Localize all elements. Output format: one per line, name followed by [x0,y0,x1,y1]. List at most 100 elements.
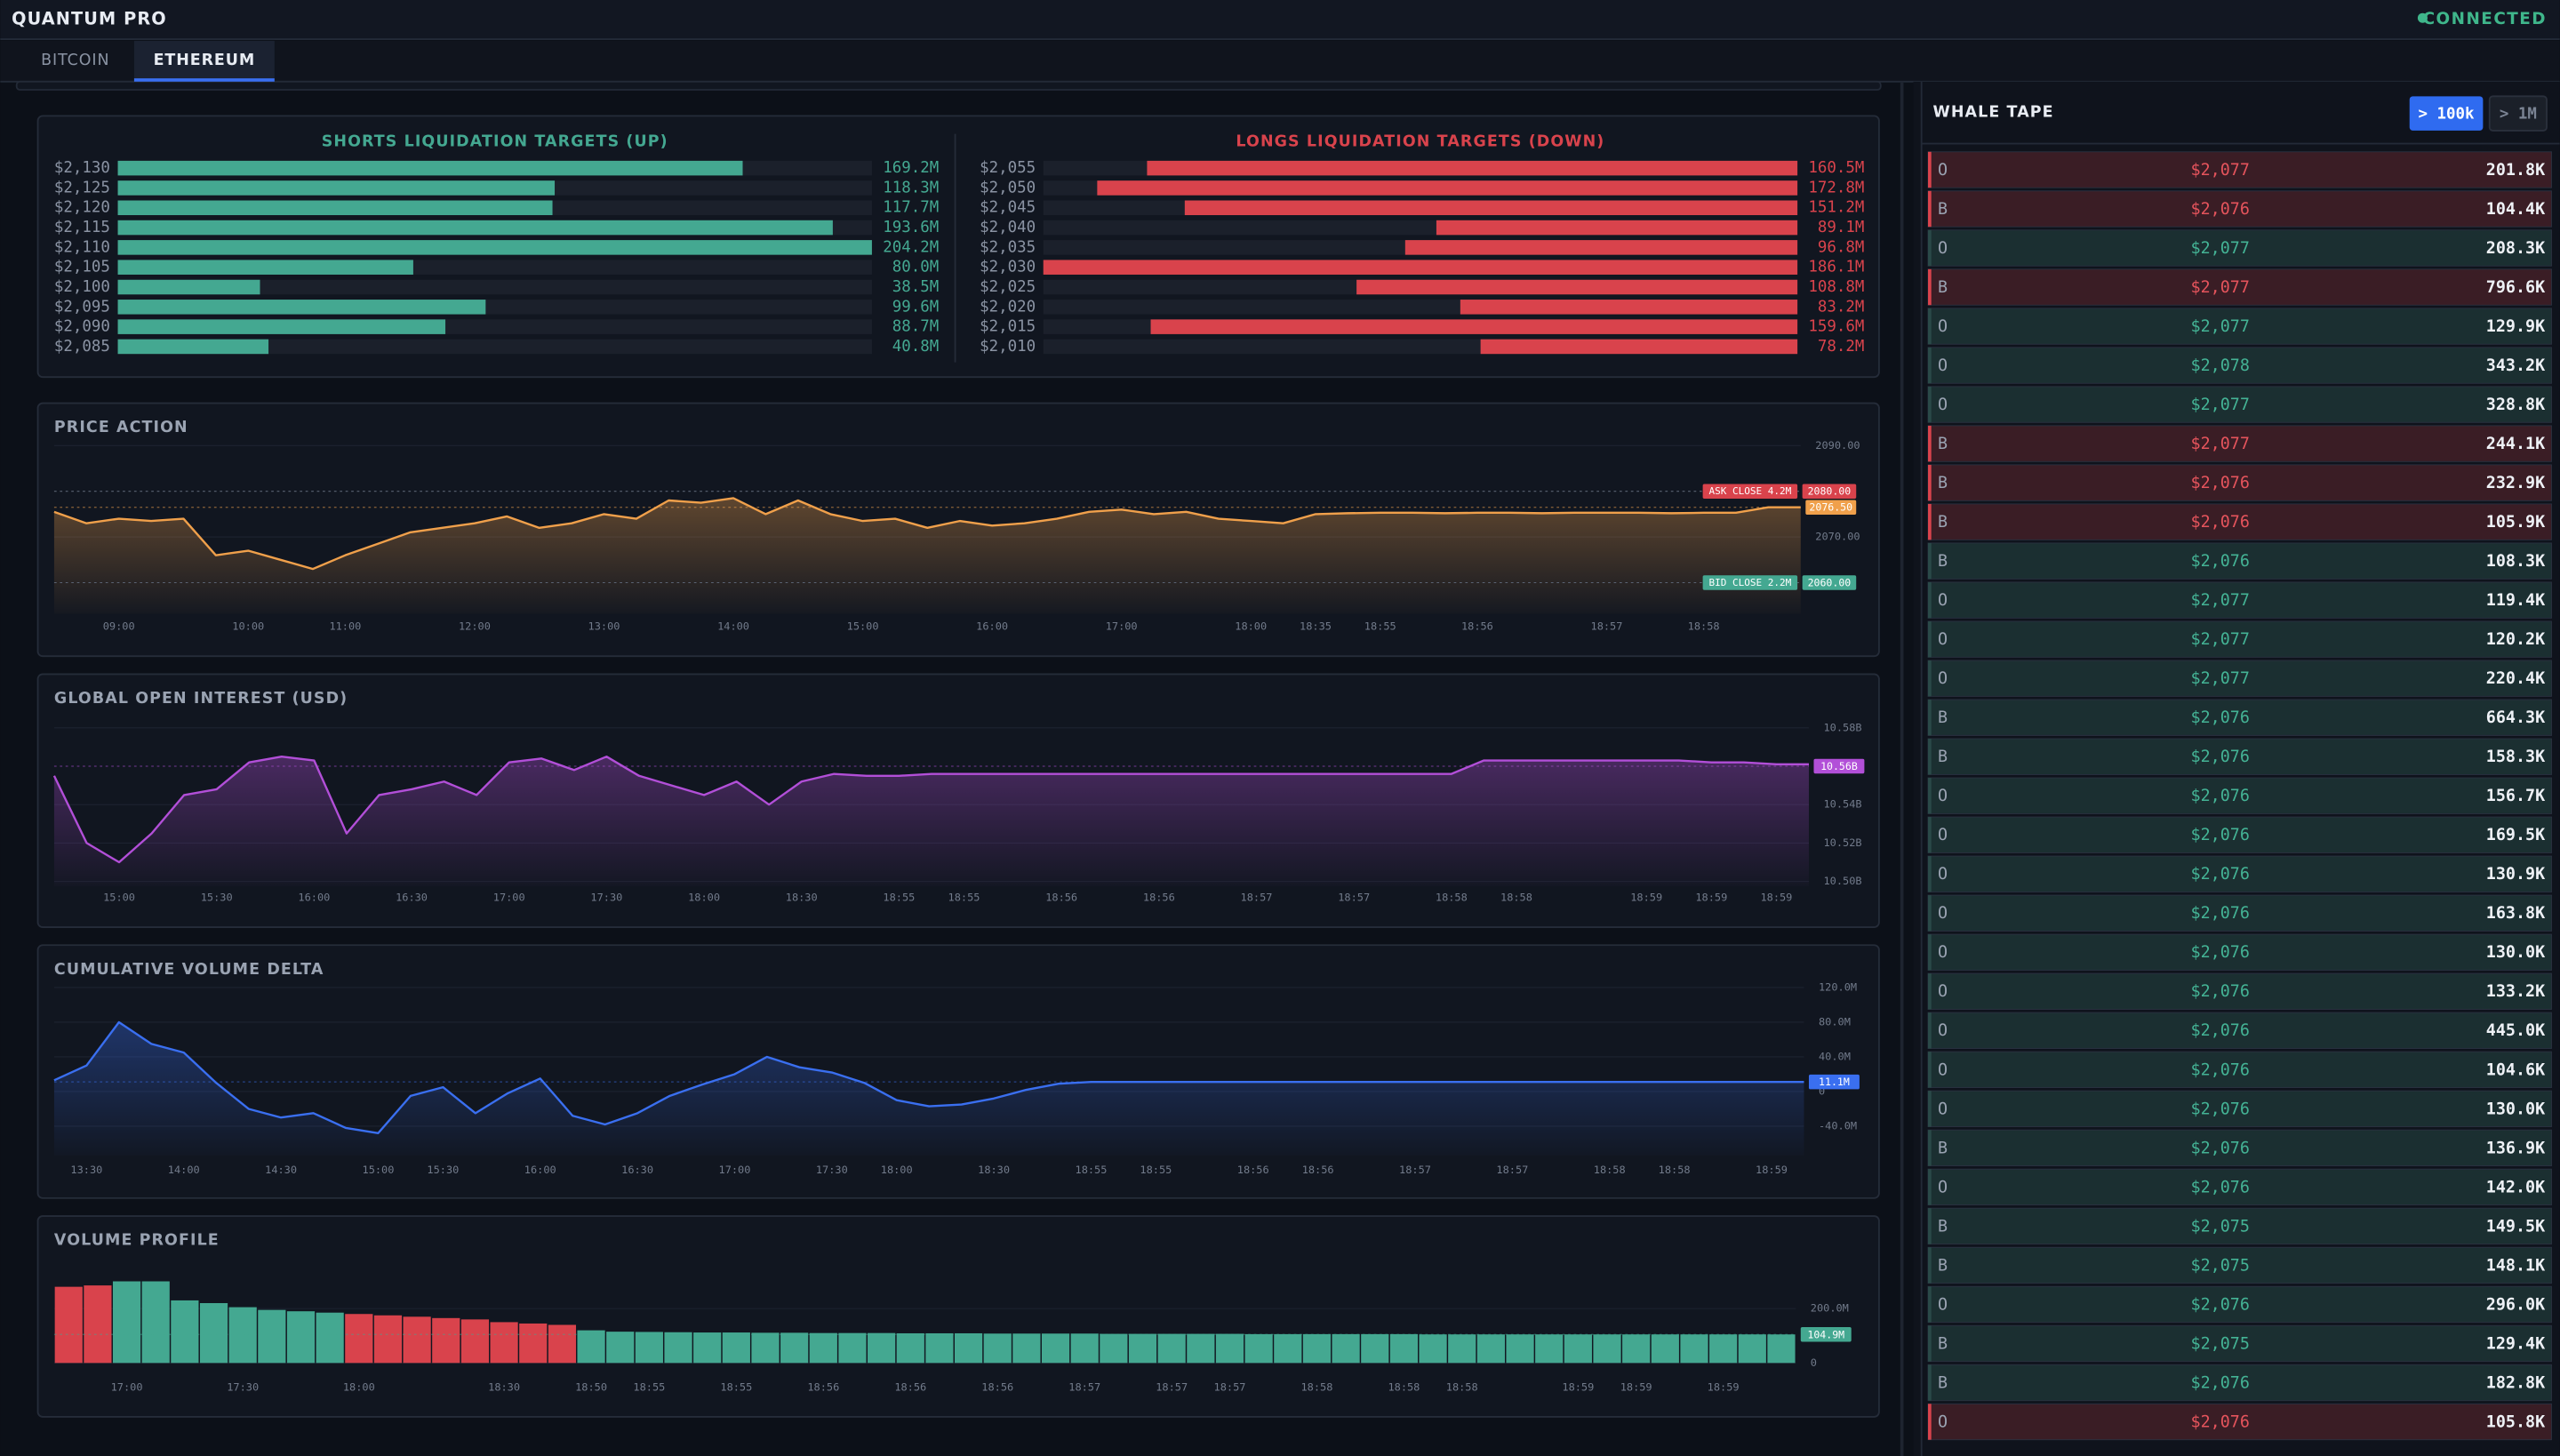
y-tick-label: 10.52B [1823,836,1861,849]
bar [1184,200,1798,216]
tape-row [1927,894,2552,932]
tape-side: B [1938,513,1948,532]
price-label: $2,085 [54,338,110,356]
y-tick-label: 80.0M [1819,1015,1851,1028]
price-label: $2,105 [54,259,110,276]
tape-size: 108.3K [2486,552,2545,571]
bar [432,1317,460,1364]
tape-price: $2,076 [2191,943,2250,962]
x-tick-label: 18:56 [981,1380,1013,1393]
tab[interactable]: ETHEREUM [154,52,256,69]
x-tick-label: 18:55 [720,1380,752,1393]
bar [1356,279,1798,295]
filter-label[interactable]: > 100k [2419,106,2475,124]
bar [1622,1334,1651,1364]
tape-row-edge [1928,268,1932,306]
tape-side: O [1938,1100,1948,1118]
x-tick-label: 18:00 [688,891,720,903]
price-label: $2,050 [980,179,1036,196]
bar [548,1324,576,1364]
chart-title: LONGS LIQUIDATION TARGETS (DOWN) [1236,133,1604,151]
line [53,497,1801,571]
marker-tag [1802,575,1857,590]
tape-side: O [1938,317,1948,336]
tape-size: 201.8K [2486,161,2545,180]
filter-button[interactable] [2488,95,2548,132]
bar [1436,220,1798,236]
x-tick-label: 18:58 [1594,1164,1626,1176]
tab[interactable]: BITCOIN [41,52,109,69]
tape-row [1927,229,2552,267]
x-tick-label: 18:30 [978,1164,1010,1176]
tape-side: B [1938,1217,1948,1236]
bar [112,1281,141,1364]
current-tag [1808,1074,1860,1090]
tape-row [1927,1246,2552,1284]
value-label: 117.7M [883,199,939,217]
tape-price: $2,076 [2191,200,2250,219]
x-tick-label: 16:00 [976,620,1008,633]
tape-price: $2,078 [2191,356,2250,375]
y-tick-label: 200.0M [1811,1302,1849,1315]
tape-row [1927,425,2552,462]
value-label: 99.6M [892,298,939,316]
bar [1302,1333,1332,1364]
current-label: 10.56B [1820,760,1858,772]
current-label: 2076.50 [1809,501,1852,514]
x-tick-label: 18:00 [1235,620,1267,633]
bar [1564,1334,1592,1364]
tape-size: 445.0K [2486,1021,2545,1040]
bar [84,1285,112,1364]
x-tick-label: 17:30 [590,891,622,903]
tape-size: 142.0K [2486,1178,2545,1196]
value-label: 88.7M [892,318,939,336]
bar [460,1319,490,1364]
x-tick-label: 13:00 [588,620,620,633]
connection-status: CONNECTED [2423,10,2547,28]
x-tick-label: 18:58 [1388,1380,1420,1393]
tape-size: 296.0K [2486,1295,2545,1314]
tape-row-edge [1928,778,1932,814]
value-label: 160.5M [1808,159,1864,177]
value-label: 118.3M [883,179,939,196]
tape-price: $2,077 [2191,630,2250,649]
price-label: $2,025 [980,278,1036,296]
tape-row [1927,1207,2552,1245]
tape-row [1927,855,2552,892]
tape-row-edge [1928,581,1932,619]
tape-price: $2,077 [2191,669,2250,688]
x-tick-label: 14:00 [717,620,749,633]
x-tick-label: 18:59 [1695,891,1727,903]
bar [1738,1334,1766,1364]
bar [722,1332,750,1364]
bar [838,1332,867,1364]
bar [635,1332,663,1364]
tape-price: $2,077 [2191,278,2250,297]
x-tick-label: 17:30 [227,1380,259,1393]
tape-price: $2,076 [2191,552,2250,571]
x-tick-label: 18:56 [894,1380,926,1393]
tape-row-edge [1928,464,1932,501]
bar [693,1332,722,1364]
chart-title: CUMULATIVE VOLUME DELTA [54,961,324,979]
tape-row-edge [1928,347,1932,384]
tape-size: 328.8K [2486,396,2545,414]
x-tick-label: 18:58 [1436,891,1468,903]
bar [1012,1333,1041,1364]
value-label: 38.5M [892,278,939,296]
tape-size: 343.2K [2486,356,2545,375]
tape-row [1927,1090,2552,1128]
value-label: 193.6M [883,219,939,236]
bar [1041,1333,1070,1364]
bar [117,260,413,275]
filter-button[interactable] [2409,96,2484,131]
bar [117,339,269,355]
price-label: $2,125 [54,179,110,196]
chart-title: SHORTS LIQUIDATION TARGETS (UP) [322,133,668,151]
filter-label[interactable]: > 1M [2500,106,2537,124]
tape-row [1927,777,2552,814]
tape-row-edge [1928,308,1932,345]
bar [1128,1333,1157,1364]
tape-price: $2,077 [2191,591,2250,610]
price-label: $2,110 [54,238,110,256]
